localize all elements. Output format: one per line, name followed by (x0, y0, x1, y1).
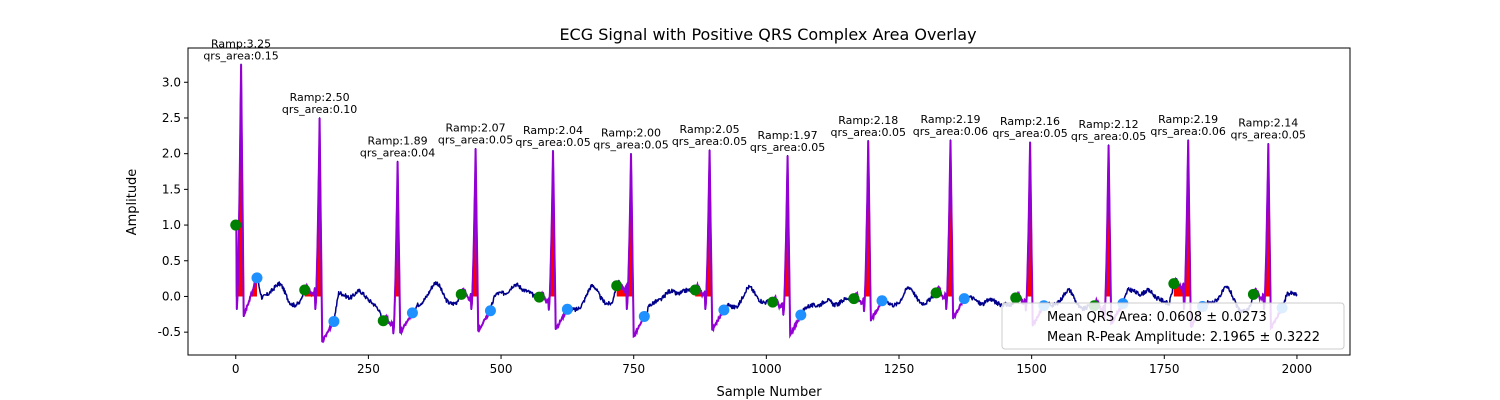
qrs-area-fill (1094, 145, 1123, 297)
qrs-offset-marker (876, 295, 888, 307)
ramp-annotation: Ramp:2.07 (446, 122, 506, 135)
qrs-area-annotation: qrs_area:0.05 (1071, 130, 1146, 143)
qrs-area-fill (304, 118, 334, 297)
ramp-annotation: Ramp:2.50 (290, 91, 350, 104)
y-axis-label: Amplitude (125, 169, 140, 236)
qrs-area-fill (695, 150, 724, 297)
qrs-offset-marker (561, 303, 573, 315)
qrs-area-fill (1173, 140, 1203, 297)
legend-entry-r-peak: Mean R-Peak Amplitude: 2.1965 ± 0.3222 (1047, 330, 1320, 345)
qrs-onset-marker (767, 296, 779, 308)
axes-layer: 0 250 500 750 1000 1250 1500 1750 2000 -0.5 0.0 0.5… (158, 75, 1313, 376)
y-tick-label: 0.0 (162, 289, 181, 303)
qrs-onset-marker (1010, 292, 1022, 304)
x-tick-label: 1750 (1149, 362, 1180, 376)
ramp-annotation: Ramp:2.18 (838, 114, 898, 127)
qrs-onset-marker (848, 293, 860, 305)
qrs-offset-marker (795, 309, 807, 321)
x-tick-label: 1000 (751, 362, 782, 376)
ramp-annotation: Ramp:2.14 (1238, 117, 1298, 130)
qrs-area-annotation: qrs_area:0.06 (1150, 125, 1225, 138)
x-axis-label: Sample Number (716, 385, 822, 400)
qrs-onset-marker (1247, 288, 1259, 300)
qrs-area-annotation: qrs_area:0.05 (593, 139, 668, 152)
chart-title: ECG Signal with Positive QRS Complex Are… (559, 25, 976, 44)
qrs-offset-marker (484, 305, 496, 317)
qrs-area-fill (936, 140, 965, 297)
ramp-annotation: Ramp:2.12 (1079, 118, 1139, 131)
qrs-area-fill (853, 140, 883, 297)
qrs-offset-marker (718, 304, 730, 316)
qrs-area-annotation: qrs_area:0.06 (913, 125, 988, 138)
qrs-onset-marker (611, 280, 623, 292)
qrs-area-annotation: qrs_area:0.05 (515, 136, 590, 149)
qrs-onset-marker (455, 288, 467, 300)
ramp-annotation: Ramp:2.19 (1158, 113, 1218, 126)
qrs-area-annotation: qrs_area:0.15 (203, 49, 278, 62)
y-tick-label: 1.0 (162, 218, 181, 232)
x-tick-label: 1500 (1016, 362, 1047, 376)
y-tick-label: 3.0 (162, 75, 181, 89)
qrs-offset-marker (328, 315, 340, 327)
x-tick-label: 750 (622, 362, 645, 376)
annotation-layer: Ramp:3.25qrs_area:0.15Ramp:2.50qrs_area:… (203, 37, 1306, 159)
legend: Mean QRS Area: 0.0608 ± 0.0273 Mean R-Pe… (1001, 302, 1345, 350)
qrs-onset-marker (689, 284, 701, 296)
qrs-area-annotation: qrs_area:0.05 (1231, 129, 1306, 142)
plot-frame (187, 47, 1351, 356)
ramp-annotation: Ramp:2.00 (601, 127, 661, 140)
legend-box (1001, 302, 1345, 350)
qrs-area-annotation: qrs_area:0.05 (830, 126, 905, 139)
qrs-onset-marker (1168, 278, 1180, 290)
qrs-offset-marker (406, 307, 418, 319)
ramp-annotation: Ramp:1.89 (368, 135, 428, 148)
qrs-area-annotation: qrs_area:0.05 (750, 141, 825, 154)
qrs-area-annotation: qrs_area:0.05 (672, 135, 747, 148)
qrs-offset-marker (638, 310, 650, 322)
ramp-annotation: Ramp:1.97 (758, 129, 818, 142)
x-tick-label: 1250 (884, 362, 915, 376)
y-tick-label: 2.0 (162, 147, 181, 161)
qrs-area-annotation: qrs_area:0.10 (282, 103, 357, 116)
legend-entry-qrs-area: Mean QRS Area: 0.0608 ± 0.0273 (1047, 310, 1267, 325)
y-tick-label: 2.5 (162, 111, 181, 125)
ramp-annotation: Ramp:2.04 (523, 124, 583, 137)
qrs-onset-marker (533, 291, 545, 303)
ramp-annotation: Ramp:2.16 (1000, 115, 1060, 128)
qrs-onset-marker (930, 287, 942, 299)
x-tick-label: 2000 (1282, 362, 1313, 376)
qrs-area-annotation: qrs_area:0.04 (360, 147, 435, 160)
x-tick-label: 0 (232, 362, 240, 376)
qrs-segment-line (235, 64, 258, 317)
y-tick-label: 0.5 (162, 254, 181, 268)
ramp-annotation: Ramp:2.19 (920, 113, 980, 126)
ramp-annotation: Ramp:3.25 (211, 37, 271, 50)
qrs-onset-marker (299, 284, 311, 296)
x-tick-label: 500 (490, 362, 513, 376)
x-tick-label: 250 (357, 362, 380, 376)
y-tick-label: 1.5 (162, 182, 181, 196)
qrs-onset-marker (377, 315, 389, 327)
qrs-area-annotation: qrs_area:0.05 (992, 127, 1067, 140)
ramp-annotation: Ramp:2.05 (680, 123, 740, 136)
qrs-onset-marker (230, 219, 242, 231)
qrs-area-annotation: qrs_area:0.05 (438, 134, 513, 147)
qrs-offset-marker (958, 293, 970, 305)
y-tick-label: -0.5 (158, 325, 181, 339)
qrs-area-fill (1015, 142, 1044, 297)
qrs-offset-marker (251, 272, 263, 284)
